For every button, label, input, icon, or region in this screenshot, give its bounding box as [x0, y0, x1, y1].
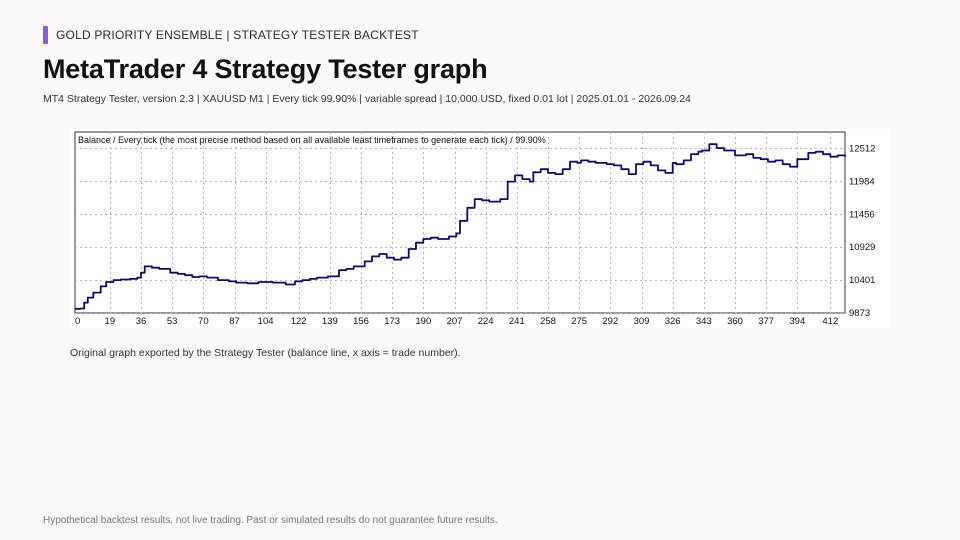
x-tick-label: 360 — [727, 316, 743, 327]
chart-caption: Original graph exported by the Strategy … — [70, 347, 461, 359]
x-tick-label: 394 — [789, 316, 805, 327]
x-tick-label: 104 — [258, 316, 274, 327]
accent-bar — [43, 26, 48, 44]
page-subtitle: MT4 Strategy Tester, version 2.3 | XAUUS… — [43, 93, 691, 105]
x-tick-label: 190 — [415, 316, 431, 327]
y-tick-label: 11456 — [849, 209, 875, 220]
x-tick-label: 207 — [447, 316, 463, 327]
x-tick-label: 377 — [758, 316, 774, 327]
x-tick-label: 0 — [75, 316, 80, 327]
kicker: GOLD PRIORITY ENSEMBLE | STRATEGY TESTER… — [43, 26, 419, 44]
x-tick-label: 173 — [384, 316, 400, 327]
balance-line — [75, 143, 846, 310]
x-tick-label: 139 — [322, 316, 338, 327]
page-title: MetaTrader 4 Strategy Tester graph — [43, 54, 488, 84]
y-tick-label: 10929 — [849, 242, 875, 253]
x-tick-label: 19 — [105, 316, 116, 327]
kicker-text: GOLD PRIORITY ENSEMBLE | STRATEGY TESTER… — [56, 28, 419, 42]
x-tick-label: 224 — [478, 316, 494, 327]
chart-svg: 0 19 36 53 70 87 104 122 139 156 173 190 207 224 241 25… — [74, 131, 875, 327]
disclaimer: Hypothetical backtest results, not live … — [43, 515, 498, 526]
x-tick-label: 412 — [822, 316, 838, 327]
x-tick-label: 275 — [571, 316, 587, 327]
y-tick-label: 10401 — [849, 275, 875, 286]
x-tick-label: 70 — [198, 316, 209, 327]
x-tick-label: 343 — [696, 316, 712, 327]
y-tick-label: 12512 — [849, 143, 875, 154]
x-tick-label: 36 — [136, 316, 147, 327]
x-tick-label: 309 — [634, 316, 650, 327]
x-tick-label: 156 — [353, 316, 369, 327]
x-tick-label: 87 — [229, 316, 240, 327]
x-tick-label: 258 — [540, 316, 556, 327]
x-tick-label: 292 — [602, 316, 618, 327]
y-tick-label: 9873 — [849, 308, 870, 319]
strategy-tester-chart: 0 19 36 53 70 87 104 122 139 156 173 190 207 224 241 25… — [70, 129, 890, 328]
chart-title: Balance / Every tick (the most precise m… — [78, 135, 546, 145]
x-tick-label: 241 — [509, 316, 525, 327]
x-tick-label: 326 — [665, 316, 681, 327]
y-tick-label: 11984 — [849, 176, 875, 187]
x-tick-label: 122 — [291, 316, 307, 327]
x-tick-label: 53 — [167, 316, 178, 327]
